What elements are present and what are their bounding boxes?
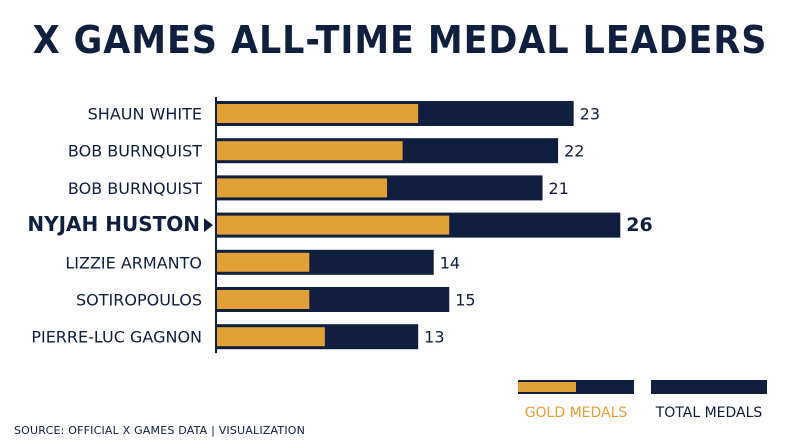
- gold-medals-bar: [216, 178, 388, 198]
- legend-gold-label: GOLD MEDALS: [525, 405, 628, 421]
- category-label: LIZZIE ARMANTO: [65, 253, 202, 272]
- legend-gold-swatch: [518, 382, 576, 392]
- gold-value-label: 15: [417, 214, 443, 236]
- total-value-label: 13: [424, 328, 444, 347]
- gold-medals-bar: [216, 290, 310, 309]
- category-label: BOB BURNQUIST: [68, 142, 202, 161]
- total-value-label: 21: [549, 179, 569, 198]
- gold-value-label: 11: [357, 179, 379, 199]
- labels-group: 13 23 SHAUN WHITE 12 22 BOB BURNQUIST 11 21 BOB …: [27, 105, 652, 348]
- total-value-label: 14: [440, 253, 460, 272]
- gold-medals-bar: [216, 215, 450, 235]
- gold-medals-bar: [216, 327, 325, 347]
- category-label: SHAUN WHITE: [88, 105, 202, 124]
- category-label: SOTIROPOULOS: [76, 291, 202, 310]
- legend-total-label: TOTAL MEDALS: [655, 405, 763, 421]
- total-value-label: 22: [564, 142, 584, 161]
- category-label: PIERRE-LUC GAGNON: [31, 328, 202, 347]
- chart-title: X GAMES ALL-TIME MEDAL LEADERS: [32, 18, 768, 62]
- gold-medals-bar: [216, 252, 310, 272]
- gold-value-label: 13: [388, 105, 410, 125]
- total-value-label: 23: [580, 105, 600, 124]
- gold-value-label: 12: [373, 142, 395, 162]
- gold-medals-bar: [216, 104, 419, 123]
- bars-group: [216, 101, 621, 350]
- category-label: NYJAH HUSTON: [27, 212, 200, 236]
- gold-medals-bar: [216, 141, 403, 161]
- gold-value-label: 6: [288, 291, 299, 311]
- legend-total-swatch: [651, 380, 767, 394]
- gold-value-label: 6: [288, 253, 299, 273]
- legend: GOLD MEDALS TOTAL MEDALS: [518, 380, 767, 421]
- highlight-pointer: [204, 218, 213, 233]
- total-value-label: 26: [626, 214, 652, 236]
- category-label: BOB BURNQUIST: [68, 179, 202, 198]
- source-note: SOURCE: OFFICIAL X GAMES DATA | VISUALIZ…: [14, 424, 306, 437]
- gold-value-label: 7: [304, 328, 315, 348]
- total-value-label: 15: [455, 291, 475, 310]
